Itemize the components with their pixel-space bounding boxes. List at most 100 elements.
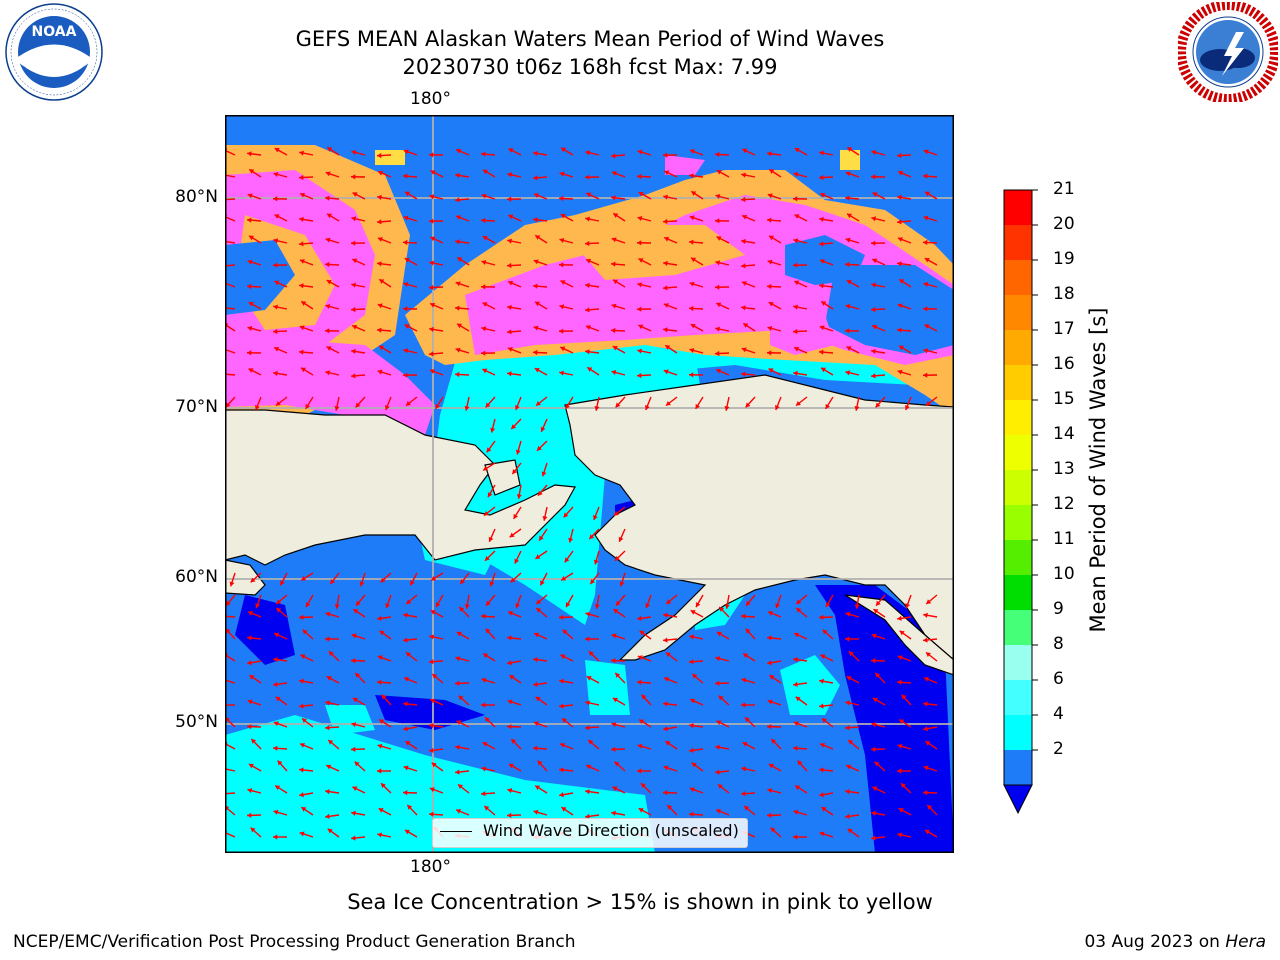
- wind-wave-arrowhead: [485, 402, 491, 408]
- wind-wave-arrowhead: [611, 658, 616, 664]
- wind-wave-arrowhead: [274, 346, 280, 352]
- colorbar-segment: [1004, 680, 1032, 715]
- wind-wave-arrowhead: [377, 327, 382, 333]
- wind-wave-arrowhead: [637, 768, 642, 774]
- wind-wave-arrowhead: [741, 196, 746, 203]
- wind-wave-arrowhead: [871, 722, 877, 728]
- wind-wave-arrowhead: [384, 405, 390, 410]
- wind-wave-arrowhead: [457, 784, 463, 790]
- wind-wave-arrowhead: [377, 743, 383, 749]
- wind-wave-arrowhead: [509, 532, 515, 538]
- wind-wave-arrowhead: [275, 400, 281, 406]
- wind-wave-arrowhead: [536, 599, 542, 604]
- wind-wave-arrowhead: [593, 559, 599, 565]
- wind-wave-arrowhead: [845, 789, 850, 795]
- wind-wave-arrowhead: [254, 405, 260, 410]
- wind-wave-arrowhead: [325, 195, 330, 201]
- wind-wave-arrowhead: [690, 324, 696, 329]
- wind-wave-arrowhead: [846, 213, 852, 219]
- wind-wave-arrowhead: [663, 701, 668, 707]
- wind-wave-arrowhead: [481, 702, 486, 708]
- wind-wave-arrowhead: [325, 328, 330, 334]
- wind-wave-arrowhead: [611, 722, 617, 728]
- wind-wave-arrowhead: [431, 762, 437, 768]
- wind-wave-arrowhead: [507, 660, 512, 666]
- wind-wave-arrowhead: [430, 698, 436, 704]
- wind-wave-arrowhead: [745, 402, 751, 408]
- wind-wave-arrowhead: [248, 368, 254, 373]
- wind-wave-arrowhead: [594, 604, 600, 609]
- wind-wave-arrowhead: [403, 637, 408, 643]
- wind-wave-arrowhead: [563, 512, 569, 518]
- wind-wave-arrowhead: [456, 631, 462, 637]
- wind-wave-arrowhead: [255, 603, 261, 609]
- wind-wave-arrowhead: [689, 305, 694, 312]
- wind-wave-arrowhead: [923, 372, 928, 378]
- wind-wave-arrowhead: [741, 238, 746, 245]
- wind-wave-arrowhead: [689, 747, 694, 753]
- wind-wave-arrowhead: [796, 608, 802, 613]
- wind-wave-arrowhead: [793, 809, 799, 815]
- wind-wave-arrowhead: [429, 194, 435, 200]
- wind-wave-arrowhead: [507, 196, 512, 202]
- wind-wave-arrowhead: [561, 718, 567, 724]
- footer-credit: NCEP/EMC/Verification Post Processing Pr…: [13, 932, 576, 952]
- wind-wave-arrowhead: [249, 675, 255, 680]
- colorbar-tick-label: 12: [1053, 494, 1075, 514]
- wind-wave-arrowhead: [767, 350, 772, 356]
- wind-wave-arrowhead: [820, 742, 825, 748]
- wind-wave-arrowhead: [482, 742, 488, 747]
- wind-wave-arrowhead: [514, 405, 520, 410]
- wind-wave-arrowhead: [536, 608, 542, 613]
- wind-wave-arrowhead: [404, 676, 409, 682]
- wind-wave-arrowhead: [299, 767, 304, 773]
- wind-wave-arrowhead: [767, 325, 773, 331]
- wind-wave-arrowhead: [381, 694, 387, 700]
- wind-wave-arrowhead: [536, 445, 542, 451]
- wind-wave-arrowhead: [403, 701, 408, 707]
- wind-wave-arrowhead: [508, 610, 513, 616]
- wind-wave-arrowhead: [585, 307, 590, 313]
- wind-wave-arrowhead: [377, 615, 382, 621]
- wind-wave-arrowhead: [767, 259, 773, 265]
- wind-wave-arrowhead: [511, 424, 517, 430]
- wind-wave-arrowhead: [247, 635, 252, 641]
- wind-wave-arrowhead: [872, 786, 878, 792]
- wind-wave-arrowhead: [273, 809, 279, 815]
- wind-wave-arrowhead: [924, 258, 930, 263]
- wind-wave-arrowhead: [403, 765, 409, 771]
- wind-wave-arrowhead: [533, 721, 539, 727]
- wind-wave-arrowhead: [663, 218, 668, 225]
- wind-wave-arrowhead: [516, 494, 522, 499]
- wind-wave-arrowhead: [923, 215, 929, 221]
- wind-wave-arrowhead: [689, 215, 695, 221]
- wind-wave-arrowhead: [819, 174, 824, 181]
- wind-wave-arrowhead: [819, 831, 825, 837]
- wind-wave-arrowhead: [481, 326, 487, 332]
- colorbar-segment: [1004, 505, 1032, 540]
- wind-wave-arrowhead: [847, 828, 853, 834]
- wind-wave-arrowhead: [351, 835, 356, 841]
- wind-wave-arrowhead: [404, 829, 410, 835]
- wind-wave-arrowhead: [691, 762, 697, 768]
- colorbar-segment: [1004, 575, 1032, 610]
- wind-wave-arrowhead: [325, 636, 330, 642]
- colorbar-tick-label: 13: [1053, 459, 1075, 479]
- wind-wave-arrowhead: [535, 235, 541, 240]
- wind-wave-arrowhead: [719, 606, 725, 612]
- wind-wave-arrowhead: [533, 349, 538, 356]
- wind-wave-arrowhead: [819, 216, 824, 223]
- wind-wave-arrowhead: [429, 369, 435, 374]
- wind-wave-arrowhead: [819, 792, 824, 798]
- wind-wave-arrowhead: [846, 764, 852, 770]
- wind-wave-arrowhead: [273, 196, 278, 202]
- wind-wave-arrowhead: [663, 194, 668, 200]
- wind-wave-arrowhead: [793, 745, 798, 751]
- wind-wave-arrowhead: [430, 170, 436, 175]
- footer-host: Hera: [1225, 932, 1266, 952]
- wind-wave-arrowhead: [455, 215, 461, 220]
- land-masses: [225, 374, 954, 676]
- wind-wave-arrowhead: [665, 345, 671, 350]
- wind-wave-arrowhead: [483, 465, 489, 471]
- wind-wave-arrowhead: [845, 725, 850, 731]
